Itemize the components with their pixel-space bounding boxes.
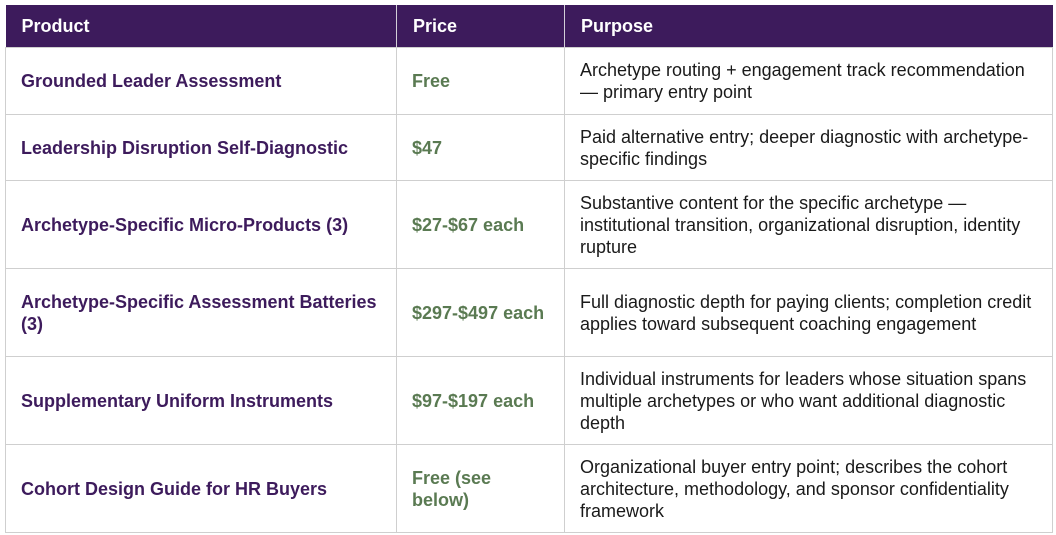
purpose-cell: Archetype routing + engagement track rec…: [564, 47, 1053, 115]
price-cell: $47: [396, 114, 565, 181]
header-price: Price: [396, 5, 565, 48]
table-row: Archetype-Specific Assessment Batteries …: [5, 268, 1053, 357]
product-cell: Archetype-Specific Assessment Batteries …: [5, 268, 397, 357]
product-pricing-table: Product Price Purpose Grounded Leader As…: [5, 5, 1053, 533]
table-row: Supplementary Uniform Instruments $97-$1…: [5, 356, 1053, 445]
header-purpose: Purpose: [564, 5, 1053, 48]
table-row: Cohort Design Guide for HR Buyers Free (…: [5, 444, 1053, 533]
product-cell: Leadership Disruption Self-Diagnostic: [5, 114, 397, 181]
product-cell: Grounded Leader Assessment: [5, 47, 397, 115]
purpose-cell: Paid alternative entry; deeper diagnosti…: [564, 114, 1053, 181]
purpose-cell: Full diagnostic depth for paying clients…: [564, 268, 1053, 357]
purpose-cell: Individual instruments for leaders whose…: [564, 356, 1053, 445]
table-row: Leadership Disruption Self-Diagnostic $4…: [5, 114, 1053, 181]
header-product: Product: [5, 5, 397, 48]
purpose-cell: Organizational buyer entry point; descri…: [564, 444, 1053, 533]
table-row: Grounded Leader Assessment Free Archetyp…: [5, 47, 1053, 115]
price-cell: Free (see below): [396, 444, 565, 533]
product-cell: Supplementary Uniform Instruments: [5, 356, 397, 445]
purpose-cell: Substantive content for the specific arc…: [564, 180, 1053, 269]
product-cell: Archetype-Specific Micro-Products (3): [5, 180, 397, 269]
price-cell: Free: [396, 47, 565, 115]
price-cell: $27-$67 each: [396, 180, 565, 269]
price-cell: $297-$497 each: [396, 268, 565, 357]
table-row: Archetype-Specific Micro-Products (3) $2…: [5, 180, 1053, 269]
product-cell: Cohort Design Guide for HR Buyers: [5, 444, 397, 533]
table-header-row: Product Price Purpose: [5, 5, 1053, 48]
price-cell: $97-$197 each: [396, 356, 565, 445]
